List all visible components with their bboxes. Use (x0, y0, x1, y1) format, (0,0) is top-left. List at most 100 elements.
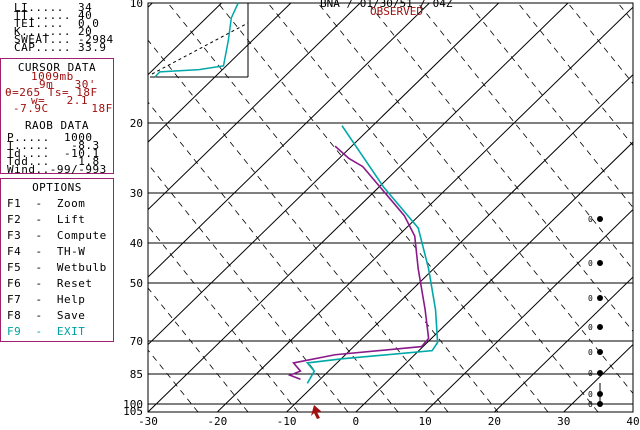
isotherm-line (0, 3, 83, 412)
dry-adiabat-line (148, 163, 349, 412)
index-label: LI..... (14, 1, 64, 14)
dry-adiabat-line (148, 39, 449, 412)
y-tick-label: 10 (130, 0, 143, 10)
option-zoom[interactable]: F1 - Zoom (7, 197, 86, 210)
x-tick-label: -20 (207, 415, 227, 428)
index-value: 40 (78, 9, 93, 22)
wind-station-dot (597, 216, 603, 222)
raob-row: Td.... -10.1 (7, 147, 100, 160)
isotherm-line (148, 3, 292, 143)
wind-speed-label: 0 (588, 400, 593, 409)
x-tick-label: 10 (419, 415, 432, 428)
x-tick-label: -10 (277, 415, 297, 428)
options-panel: OPTIONS F1 - Zoom F2 - Lift F3 - Compute F4… (0, 178, 114, 342)
option-exit[interactable]: F9 - EXIT (7, 325, 86, 338)
dry-adiabat-line (617, 3, 633, 23)
option-label: Compute (56, 229, 107, 242)
wind-station-dot (597, 324, 603, 330)
dry-adiabat-line (148, 411, 149, 412)
option-key: F5 (7, 261, 22, 274)
raob-row: Wind..-99/-993 (7, 163, 107, 176)
dry-adiabat-line (417, 3, 633, 271)
wind-speed-label: 0 (588, 369, 593, 378)
option-label: Reset (56, 277, 93, 290)
wind-speed-label: 0 (588, 348, 593, 357)
x-tick-label: 30 (557, 415, 570, 428)
cursor-mixing-ratio: w= 2.1 (31, 94, 88, 107)
isotherm-line (148, 3, 430, 278)
wind-speed-label: 0 (588, 294, 593, 303)
dry-adiabat-line (567, 3, 633, 85)
index-label: TEI.... (14, 17, 64, 30)
index-label: SWEAT... (14, 33, 71, 46)
inset-curve (154, 2, 239, 78)
y-tick-label: 20 (130, 117, 143, 130)
index-row: TT...... 40 (14, 9, 92, 22)
option-label: Help (56, 293, 86, 306)
wind-speed-label: 0 (588, 390, 593, 399)
cursor-temp: -7.9C 18F (13, 102, 113, 115)
cursor-theta: θ=265 Ts= 18F (5, 86, 98, 99)
option-help[interactable]: F7 - Help (7, 293, 86, 306)
option-save[interactable]: F8 - Save (7, 309, 86, 322)
option-wetbulb[interactable]: F5 - Wetbulb (7, 261, 107, 274)
dry-adiabat-line (148, 101, 399, 412)
y-tick-label: 30 (130, 187, 143, 200)
x-tick-label: 20 (488, 415, 501, 428)
index-label: CAP..... (14, 41, 71, 54)
wind-station-dot (597, 349, 603, 355)
dry-adiabat-line (167, 3, 499, 412)
y-tick-label: 105 (123, 405, 143, 418)
chart-title: BNA / 01/30/51 / 04Z (320, 0, 453, 10)
option-key: F4 (7, 245, 22, 258)
y-tick-label: 100 (123, 398, 143, 411)
option-key: F1 (7, 197, 22, 210)
isotherm-line (148, 3, 222, 76)
isotherm-line (286, 73, 633, 412)
y-tick-label: 40 (130, 237, 143, 250)
cursor-data-header: CURSOR DATA (17, 61, 97, 74)
isotherm-line (355, 141, 633, 412)
cursor-data-panel: CURSOR DATA 1009mb 9m 30' θ=265 Ts= 18F … (0, 58, 114, 176)
option-label: Save (56, 309, 86, 322)
wind-station-dot (597, 370, 603, 376)
dry-adiabat-line (467, 3, 633, 209)
option-reset[interactable]: F6 - Reset (7, 277, 93, 290)
index-label: TT...... (14, 9, 71, 22)
y-tick-label: 50 (130, 277, 143, 290)
y-tick-label: 70 (130, 335, 143, 348)
inset-reference-line (151, 22, 249, 75)
wind-speed-label: 0 (588, 259, 593, 268)
chart-subtitle: OBSERVED (370, 5, 423, 18)
inset-plot (150, 2, 249, 78)
raob-row: Tdd... 1.8 (7, 155, 100, 168)
option-key: F3 (7, 229, 22, 242)
option-key: F8 (7, 309, 22, 322)
index-label: K....... (14, 25, 71, 38)
dry-adiabat-line (148, 349, 199, 412)
wind-speed-label: 0 (588, 323, 593, 332)
option-label: Wetbulb (56, 261, 107, 274)
dry-adiabat-line (0, 3, 98, 412)
isotherm-line (148, 3, 569, 412)
options-header: OPTIONS (32, 181, 82, 194)
temperature-trace (305, 125, 439, 384)
option-lift[interactable]: F2 - Lift (7, 213, 86, 226)
isotherm-line (494, 276, 633, 412)
option-key: F9 (7, 325, 22, 338)
wind-speed-label: 0 (588, 215, 593, 224)
raob-row: T..... -8.3 (7, 139, 100, 152)
isotherm-line (148, 3, 153, 8)
option-compute[interactable]: F3 - Compute (7, 229, 107, 242)
x-tick-label: 0 (353, 415, 360, 428)
option-thw[interactable]: F4 - TH-W (7, 245, 86, 258)
isotherm-line (424, 208, 633, 412)
option-label: Lift (56, 213, 86, 226)
cursor-pressure: 1009mb (31, 70, 74, 83)
y-tick-label: 85 (130, 368, 143, 381)
option-key: F7 (7, 293, 22, 306)
index-row: K....... 20 (14, 25, 92, 38)
dry-adiabat-line (0, 3, 48, 412)
